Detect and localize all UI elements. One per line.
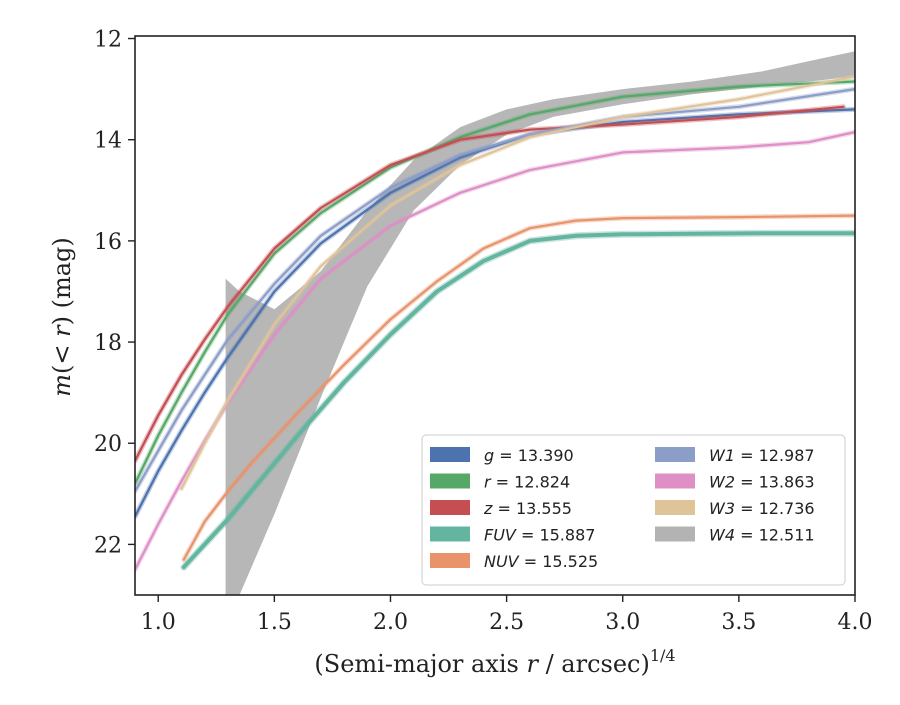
y-tick-label: 22 <box>94 533 122 558</box>
legend-swatch-w1 <box>655 447 695 462</box>
y-axis-title-open: ( <box>48 365 76 374</box>
y-axis-title-unit: (mag) <box>48 237 76 316</box>
x-tick-label: 2.5 <box>489 610 524 635</box>
plot-area <box>135 51 855 595</box>
x-axis-title-post: / arcsec) <box>538 650 650 678</box>
legend-swatch-w2 <box>655 473 695 489</box>
series-line-nuv <box>182 214 855 561</box>
x-axis-title-pre: (Semi-major axis <box>314 650 526 678</box>
legend-swatch-nuv <box>430 553 470 568</box>
legend-box <box>421 434 846 586</box>
x-tick-label: 4.0 <box>838 610 873 635</box>
legend-swatch-g <box>430 447 470 462</box>
y-axis-title-lt: < <box>48 337 76 365</box>
series-line-z <box>135 105 845 462</box>
x-axis-title-var: r <box>526 650 539 678</box>
legend-entry-w4: W4 = 12.511 <box>709 526 815 545</box>
legend-entry-z: z = 13.555 <box>483 499 572 518</box>
y-axis-title-r: r <box>48 324 76 337</box>
axis-ticks: 1.0 1.5 2.0 2.5 3.0 3.5 4.0 12 14 16 18 20 22 <box>94 28 873 635</box>
x-axis-title-exponent: 1/4 <box>650 646 676 665</box>
x-tick-label: 2.0 <box>373 610 408 635</box>
x-axis-title: (Semi-major axis r / arcsec)1/4 <box>314 646 675 678</box>
y-tick-label: 18 <box>94 331 122 356</box>
x-tick-label: 1.5 <box>257 610 292 635</box>
series-line-w2 <box>135 131 855 571</box>
legend: g = 13.390 r = 12.824 z = 13.555 FUV = 15.8… <box>421 434 846 586</box>
series-line-w3 <box>180 75 855 490</box>
y-tick-label: 16 <box>94 230 122 255</box>
legend-entry-nuv: NUV = 15.525 <box>484 552 598 571</box>
series-band-w4 <box>225 51 855 595</box>
y-axis-title-close: ) <box>48 316 76 325</box>
x-tick-label: 3.0 <box>605 610 640 635</box>
y-tick-label: 20 <box>94 432 122 457</box>
legend-swatch-w3 <box>655 500 695 515</box>
y-axis-title: m(< r) (mag) <box>48 237 76 397</box>
x-tick-label: 1.0 <box>141 610 176 635</box>
legend-swatch-fuv <box>430 526 470 542</box>
series-line-r <box>135 80 855 485</box>
legend-entry-r: r = 12.824 <box>484 473 570 492</box>
y-axis-title-m: m <box>48 374 76 397</box>
x-tick-label: 3.5 <box>721 610 756 635</box>
plot-frame <box>134 35 856 596</box>
legend-swatch-w4 <box>655 526 695 542</box>
axes-frame <box>134 35 856 596</box>
y-tick-label: 14 <box>94 129 122 154</box>
legend-entry-w1: W1 = 12.987 <box>709 446 815 465</box>
legend-entry-w2: W2 = 13.863 <box>709 473 815 492</box>
legend-swatch-r <box>430 473 470 489</box>
legend-swatch-z <box>430 500 470 515</box>
series-line-g <box>135 108 855 518</box>
y-tick-label: 12 <box>94 28 122 53</box>
legend-entry-fuv: FUV = 15.887 <box>484 526 595 545</box>
legend-entry-g: g = 13.390 <box>484 446 574 465</box>
legend-entry-w3: W3 = 12.736 <box>709 499 815 518</box>
series-line-fuv <box>181 231 855 570</box>
